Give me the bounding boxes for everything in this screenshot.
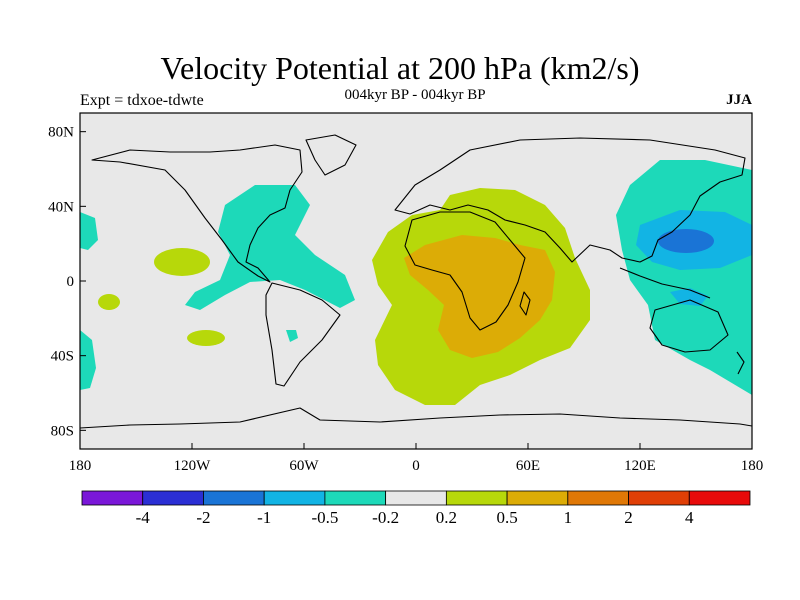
experiment-label: Expt = tdxoe-tdwte [80, 92, 204, 109]
y-tick-label: 40N [48, 199, 74, 215]
coastline-madagascar [519, 291, 531, 316]
colorbar-label: 4 [685, 508, 694, 527]
axis-ticks: 180 120W 60W 0 60E 120E 180 80N 40N 0 40S 80S [48, 125, 763, 474]
colorbar-swatch [385, 490, 447, 506]
x-tick-label: 60E [516, 458, 540, 474]
dark-blue-core [658, 229, 714, 253]
blue-region-maritime [670, 288, 708, 306]
green-region-small-pacific [98, 294, 120, 310]
x-tick-label: 120W [174, 458, 212, 474]
colorbar-label: -0.2 [372, 508, 399, 527]
coastlines [80, 134, 752, 429]
colorbar-swatch [81, 490, 144, 506]
colorbar-label: 0.2 [436, 508, 457, 527]
green-region-south-pacific [187, 330, 225, 346]
colorbar-swatch [567, 490, 629, 506]
colorbar-swatch [263, 490, 326, 506]
coastline-europe-asia [394, 137, 746, 263]
colorbar-swatch [203, 490, 265, 506]
orange-region-africa [404, 235, 555, 358]
map-title: Velocity Potential at 200 hPa (km2/s) [160, 50, 640, 86]
coastline-africa [404, 211, 526, 331]
colorbar-label: 0.5 [496, 508, 517, 527]
colorbar-swatch [445, 490, 508, 506]
x-tick-label: 180 [69, 458, 92, 474]
map-area [80, 113, 752, 449]
x-tick-label: 120E [624, 458, 656, 474]
y-tick-label: 0 [67, 274, 75, 290]
green-region-north-pacific [154, 248, 210, 276]
colorbar-label: 2 [624, 508, 633, 527]
coastline-australia [649, 299, 729, 353]
colorbar-swatch [688, 490, 751, 506]
colorbar-swatch [506, 490, 569, 506]
colorbar-swatch [142, 490, 204, 506]
colorbar-label: -4 [136, 508, 151, 527]
coastline-north-america [91, 144, 303, 283]
coastline-southeast-asia [619, 267, 711, 299]
colorbar: -4 -2 -1 -0.5 -0.2 0.2 0.5 1 2 4 [81, 490, 751, 527]
season-label: JJA [726, 92, 752, 108]
coastline-greenland [305, 134, 357, 176]
colorbar-label: -1 [257, 508, 271, 527]
y-tick-label: 80S [51, 423, 74, 439]
colorbar-label: -2 [196, 508, 210, 527]
coastline-antarctica [80, 407, 752, 429]
colorbar-label: 1 [564, 508, 573, 527]
colorbar-swatch [628, 490, 690, 506]
teal-region-small-south-america [286, 330, 298, 342]
y-tick-label: 80N [48, 125, 74, 141]
coastline-new-zealand [736, 351, 745, 375]
teal-region-dateline-south [80, 330, 96, 390]
map-subtitle: 004kyr BP - 004kyr BP [344, 87, 486, 103]
y-tick-label: 40S [51, 349, 74, 365]
teal-region-dateline-north [80, 212, 98, 250]
colorbar-label: -0.5 [311, 508, 338, 527]
x-tick-label: 0 [412, 458, 420, 474]
x-tick-label: 180 [741, 458, 764, 474]
colorbar-swatch [324, 490, 387, 506]
teal-region-atlantic [185, 185, 355, 310]
coastline-south-america [265, 282, 341, 387]
x-tick-label: 60W [289, 458, 319, 474]
